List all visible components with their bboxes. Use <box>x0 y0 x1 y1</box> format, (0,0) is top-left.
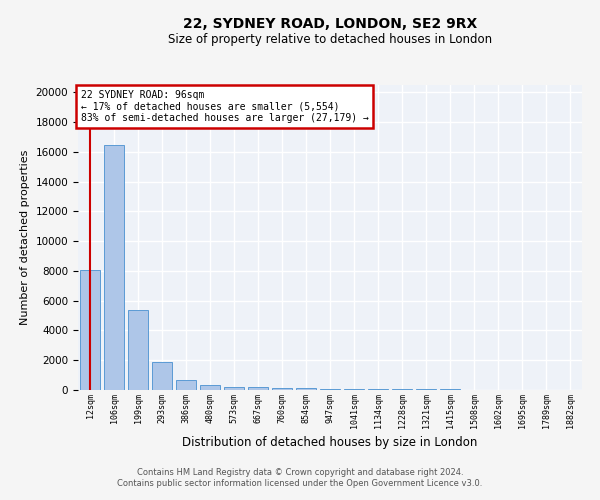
Text: 22 SYDNEY ROAD: 96sqm
← 17% of detached houses are smaller (5,554)
83% of semi-d: 22 SYDNEY ROAD: 96sqm ← 17% of detached … <box>80 90 368 123</box>
Text: 22, SYDNEY ROAD, LONDON, SE2 9RX: 22, SYDNEY ROAD, LONDON, SE2 9RX <box>183 18 477 32</box>
Text: Contains HM Land Registry data © Crown copyright and database right 2024.
Contai: Contains HM Land Registry data © Crown c… <box>118 468 482 487</box>
Bar <box>224 387 244 390</box>
Bar <box>320 388 340 390</box>
Bar <box>152 362 172 390</box>
Bar <box>104 144 124 390</box>
Bar <box>344 389 364 390</box>
X-axis label: Distribution of detached houses by size in London: Distribution of detached houses by size … <box>182 436 478 449</box>
Bar <box>176 380 196 390</box>
Text: Size of property relative to detached houses in London: Size of property relative to detached ho… <box>168 32 492 46</box>
Bar <box>200 385 220 390</box>
Bar <box>272 388 292 390</box>
Bar <box>128 310 148 390</box>
Bar <box>296 388 316 390</box>
Bar <box>80 270 100 390</box>
Y-axis label: Number of detached properties: Number of detached properties <box>20 150 30 325</box>
Bar <box>248 388 268 390</box>
Bar <box>368 389 388 390</box>
